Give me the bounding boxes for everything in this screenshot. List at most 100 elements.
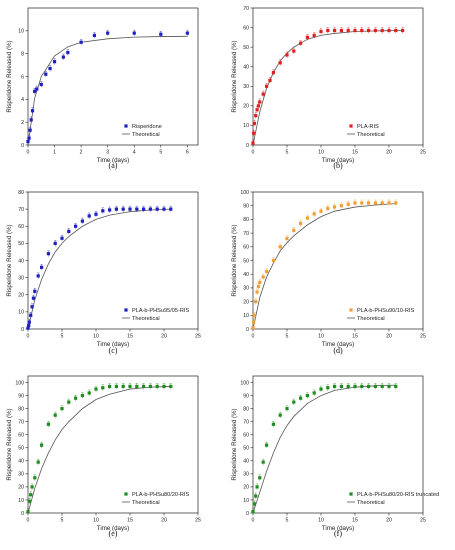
y-tick-label: 70 — [18, 419, 24, 425]
data-point — [79, 40, 83, 44]
data-point — [285, 53, 289, 57]
panel-letter: (a) — [109, 161, 118, 170]
y-tick-label: 70 — [243, 6, 249, 12]
legend-marker — [349, 124, 353, 128]
data-point — [401, 28, 405, 33]
data-point — [148, 207, 152, 211]
data-point — [148, 384, 152, 389]
data-point — [94, 212, 98, 216]
x-tick-label: 15 — [352, 518, 358, 524]
data-point — [326, 28, 330, 33]
data-point — [40, 443, 44, 447]
data-point — [367, 28, 371, 33]
data-point — [265, 84, 269, 88]
y-tick-label: 100 — [240, 380, 249, 386]
data-point — [353, 384, 357, 389]
y-tick-label: 70 — [243, 419, 249, 425]
data-point — [353, 201, 357, 205]
data-point — [292, 400, 296, 404]
data-point — [169, 384, 173, 389]
theoretical-curve — [252, 30, 403, 146]
data-point — [346, 28, 350, 33]
y-tick-label: 10 — [243, 313, 249, 319]
data-point — [31, 296, 36, 300]
y-tick-label: 4 — [21, 97, 24, 103]
x-tick-label: 20 — [386, 518, 392, 524]
x-tick-label: 10 — [318, 334, 324, 340]
data-point — [255, 290, 259, 294]
y-tick-label: 0 — [21, 143, 24, 149]
y-tick-label: 90 — [243, 204, 249, 210]
y-tick-label: 10 — [18, 29, 24, 35]
data-point — [299, 396, 303, 400]
legend-label: PLA-RIS — [357, 124, 379, 130]
data-point — [26, 510, 30, 514]
data-point — [394, 201, 398, 205]
data-point — [61, 55, 65, 59]
y-axis-label: Risperidone Released (%) — [6, 224, 13, 296]
data-point — [29, 313, 33, 317]
data-point — [255, 485, 259, 489]
panel-letter: (c) — [109, 346, 118, 355]
x-tick-label: 5 — [159, 150, 162, 156]
data-point — [135, 207, 139, 211]
data-point — [128, 384, 132, 389]
data-point — [101, 386, 105, 390]
panel-b: 0 5 10 15 20 25 0 10 20 30 40 50 60 70 Time (days) Risp… — [231, 6, 426, 170]
y-tick-label: 50 — [18, 241, 24, 247]
data-point — [271, 422, 275, 426]
legend-marker — [349, 492, 353, 496]
x-tick-label: 0 — [27, 518, 30, 524]
data-point — [305, 35, 309, 39]
data-point — [346, 202, 350, 206]
data-point — [46, 252, 50, 256]
data-point — [333, 28, 337, 33]
data-point — [252, 502, 256, 506]
y-tick-label: 70 — [243, 231, 249, 237]
data-point — [36, 274, 40, 278]
y-tick-label: 20 — [243, 104, 249, 110]
data-point — [40, 265, 44, 269]
legend-marker — [124, 492, 128, 496]
data-point — [52, 60, 57, 64]
data-point — [339, 28, 343, 33]
data-point — [67, 229, 71, 233]
data-point — [39, 82, 43, 87]
x-tick-label: 3 — [106, 150, 109, 156]
data-point — [135, 384, 139, 389]
x-tick-label: 15 — [127, 518, 133, 524]
legend-label: Theoretical — [132, 500, 160, 506]
y-axis-label: Risperidone Released (%) — [231, 224, 238, 296]
data-point — [360, 384, 364, 389]
data-point — [252, 121, 256, 126]
x-tick-label: 25 — [195, 518, 201, 524]
y-tick-label: 50 — [243, 258, 249, 264]
y-tick-label: 10 — [18, 498, 24, 504]
data-point — [159, 32, 163, 36]
panel-a: 0 1 2 3 4 5 6 0 2 4 6 8 10 Time (days) Risperidone Rel… — [6, 7, 199, 170]
data-point — [26, 326, 30, 330]
data-point — [360, 28, 364, 33]
data-point — [387, 201, 391, 205]
data-point — [292, 228, 296, 232]
panel-letter: (b) — [333, 161, 343, 170]
data-point — [278, 245, 282, 249]
x-axis-label: Time (days) — [97, 525, 129, 532]
legend-marker — [349, 308, 353, 312]
x-tick-label: 25 — [195, 334, 201, 340]
data-point — [27, 499, 31, 503]
data-point — [252, 313, 256, 317]
panel-f: 0 5 10 15 20 25 0 10 20 30 40 50 60 70 80 90 100 Time (da… — [231, 375, 439, 538]
legend-label: PLA-b-PHSu95/05-RIS — [132, 308, 189, 314]
x-tick-label: 5 — [61, 518, 64, 524]
y-axis-label: Risperidone Released (%) — [6, 40, 13, 112]
data-point — [367, 201, 371, 205]
data-point — [380, 201, 384, 205]
data-point — [80, 219, 84, 223]
y-axis-label: Risperidone Released (%) — [231, 40, 238, 112]
y-tick-label: 10 — [18, 310, 24, 316]
data-point — [258, 476, 262, 480]
x-axis-label: Time (days) — [322, 525, 354, 532]
y-tick-label: 30 — [18, 472, 24, 478]
